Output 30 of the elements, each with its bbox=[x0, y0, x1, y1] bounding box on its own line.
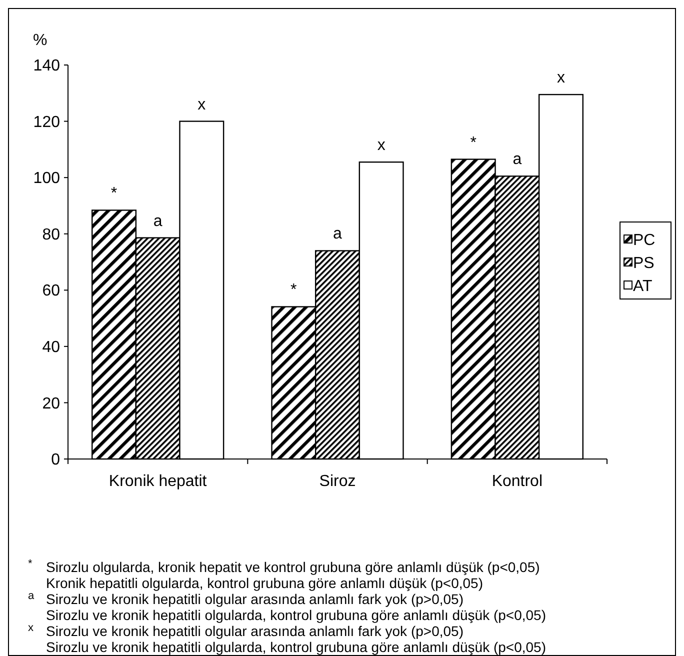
annotation: a bbox=[333, 226, 342, 243]
x-tick-label: Kronik hepatit bbox=[108, 473, 208, 490]
x-tick-label: Siroz bbox=[319, 473, 356, 490]
x-tick-label: Kontrol bbox=[492, 473, 543, 490]
annotation: * bbox=[470, 134, 476, 152]
annotation: a bbox=[512, 151, 522, 168]
legend-label: PC bbox=[633, 232, 656, 249]
y-tick-label: 140 bbox=[33, 58, 60, 75]
y-tick-label: 0 bbox=[51, 452, 60, 469]
annotation: x bbox=[198, 96, 206, 114]
y-tick-label: 120 bbox=[33, 114, 60, 131]
annotation: x bbox=[556, 70, 565, 87]
text: * Sirozlu olgularda, kronik hepatit ve kontrol grubuna göre anlamlı düşük (p<0,05) bbox=[28, 558, 540, 575]
annotation: * bbox=[290, 282, 297, 299]
annotation: a bbox=[153, 212, 162, 230]
y-tick-label: 100 bbox=[33, 170, 60, 188]
y-axis-title: % bbox=[33, 32, 48, 49]
text: a Sirozlu ve kronik hepatitli olgular arasında anlamlı fark yok (p>0,05) bbox=[28, 590, 464, 607]
y-tick-label: 20 bbox=[42, 395, 60, 412]
legend-label: PS bbox=[633, 255, 654, 272]
y-tick-label: 80 bbox=[42, 226, 60, 244]
y-tick-label: 40 bbox=[42, 339, 60, 356]
text: Sirozlu ve kronik hepatitli olgularda, kontrol grubuna göre anlamlı düşük (p<0,05) bbox=[46, 607, 546, 623]
y-tick-label: 60 bbox=[42, 282, 60, 300]
text: Kronik hepatitli olgularda, kontrol grubuna göre anlamlı düşük (p<0,05) bbox=[46, 575, 483, 591]
annotation: * bbox=[110, 185, 118, 202]
legend-label: AT bbox=[633, 278, 652, 295]
text: x Sirozlu ve kronik hepatitli olgular arasında anlamlı fark yok (p>0,05) bbox=[28, 622, 464, 639]
text: Sirozlu ve kronik hepatitli olgularda, kontrol grubuna göre anlamlı düşük (p<0,05) bbox=[46, 639, 546, 655]
annotation: x bbox=[377, 137, 386, 154]
